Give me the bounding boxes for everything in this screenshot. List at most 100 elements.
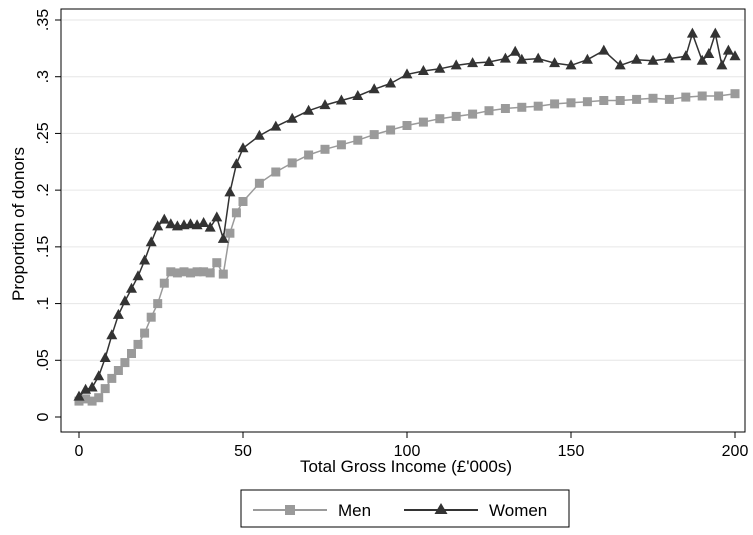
data-point-women: [434, 62, 446, 73]
y-tick-label: .25: [35, 122, 52, 144]
data-point-men: [632, 94, 642, 104]
data-point-men: [386, 125, 396, 135]
data-point-women: [385, 77, 397, 88]
data-point-women: [368, 83, 380, 94]
data-point-women: [722, 44, 734, 55]
data-point-women: [467, 57, 479, 68]
data-point-women: [417, 65, 429, 75]
data-point-women: [401, 68, 413, 79]
data-point-men: [599, 96, 609, 105]
data-point-men: [81, 394, 91, 404]
data-point-men: [172, 268, 182, 278]
data-point-women: [253, 129, 265, 140]
data-point-men: [566, 98, 576, 108]
data-point-men: [100, 384, 110, 394]
data-point-men: [697, 91, 707, 101]
data-point-women: [270, 120, 282, 131]
data-point-men: [238, 197, 248, 206]
data-point-women: [647, 54, 659, 65]
data-point-men: [120, 358, 130, 368]
data-point-men: [205, 268, 215, 278]
data-point-women: [703, 48, 715, 58]
data-point-men: [550, 99, 560, 109]
data-point-men: [582, 97, 592, 107]
data-point-women: [165, 218, 177, 229]
data-series: [73, 27, 741, 406]
data-point-men: [218, 269, 228, 279]
data-point-men: [87, 396, 97, 406]
data-point-men: [271, 167, 281, 177]
y-tick-label: .15: [35, 236, 52, 258]
data-point-men: [192, 267, 202, 277]
y-tick-label: .2: [35, 183, 52, 196]
data-point-men: [517, 102, 527, 112]
data-point-men: [533, 101, 543, 111]
data-point-men: [133, 339, 143, 349]
data-point-men: [353, 135, 363, 145]
legend-women-marker: [434, 503, 448, 514]
data-point-men: [94, 393, 104, 403]
x-tick-label: 0: [75, 443, 84, 460]
data-point-men: [435, 114, 445, 124]
data-point-women: [224, 186, 236, 197]
legend-women-label: Women: [489, 501, 547, 520]
data-point-women: [729, 50, 741, 61]
data-point-women: [631, 53, 643, 64]
data-point-women: [335, 94, 347, 105]
y-tick-label: .3: [35, 70, 52, 83]
y-tick-label: .1: [35, 297, 52, 310]
data-point-women: [145, 236, 157, 247]
data-point-women: [516, 53, 528, 64]
data-point-women: [450, 59, 462, 70]
data-point-men: [484, 106, 494, 116]
data-point-men: [225, 228, 235, 238]
data-point-women: [139, 254, 151, 265]
y-tick-label: .05: [35, 349, 52, 371]
data-point-women: [237, 142, 249, 153]
legend-men-label: Men: [338, 501, 371, 520]
data-point-men: [74, 396, 84, 406]
data-point-women: [663, 52, 675, 63]
data-point-men: [186, 268, 195, 278]
data-point-men: [146, 312, 156, 322]
data-point-women: [217, 232, 229, 243]
data-point-women: [532, 52, 544, 63]
series-men: [74, 89, 740, 406]
data-point-women: [499, 52, 511, 63]
data-point-women: [716, 59, 728, 70]
data-point-women: [158, 213, 170, 224]
data-point-men: [304, 150, 314, 160]
data-point-men: [287, 158, 297, 168]
data-point-men: [140, 328, 150, 338]
data-point-men: [254, 178, 264, 188]
data-point-women: [483, 56, 495, 66]
data-point-women: [303, 104, 315, 115]
data-point-women: [126, 282, 137, 293]
data-point-women: [352, 90, 364, 100]
axes: 0 .05 .1 .15 .2 .25 .3 .35 0 50 100 150 200: [35, 9, 748, 460]
x-tick-label: 200: [722, 443, 749, 460]
x-axis-label: Total Gross Income (£'000s): [300, 457, 512, 476]
data-point-women: [93, 370, 105, 381]
data-point-women: [565, 59, 577, 70]
data-point-women: [119, 295, 131, 306]
data-point-women: [86, 381, 98, 392]
data-point-men: [681, 92, 691, 102]
x-tick-label: 100: [394, 443, 421, 460]
legend-box: [240, 489, 570, 528]
data-point-women: [230, 158, 242, 169]
data-point-women: [319, 99, 331, 110]
data-point-women: [614, 59, 626, 70]
legend-men-marker: [285, 505, 295, 515]
data-point-men: [336, 140, 346, 150]
y-tick-label: .35: [35, 9, 52, 31]
data-point-men: [418, 117, 428, 127]
data-point-women: [132, 270, 144, 281]
data-point-women: [696, 54, 708, 65]
data-point-women: [112, 308, 124, 319]
data-point-women: [211, 211, 223, 222]
data-point-men: [369, 130, 379, 140]
data-point-women: [152, 220, 164, 231]
